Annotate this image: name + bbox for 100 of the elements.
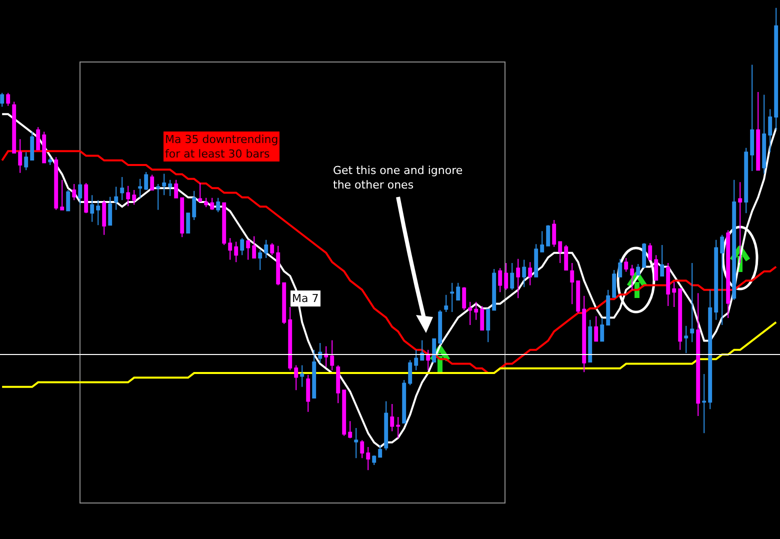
candlestick (192, 190, 196, 221)
candlestick (264, 239, 268, 258)
candlestick (282, 282, 286, 325)
candlestick (36, 126, 40, 150)
candlestick (450, 282, 454, 313)
candlestick (618, 258, 622, 278)
candlestick (6, 92, 10, 106)
candlestick (174, 179, 178, 198)
candlestick (366, 446, 370, 471)
candlestick (126, 185, 130, 207)
candlestick (204, 197, 208, 208)
candlestick (162, 173, 166, 196)
candlestick (426, 349, 430, 371)
candlestick (726, 230, 730, 319)
candlestick (336, 364, 340, 404)
candlestick (582, 295, 586, 373)
candlestick (750, 64, 754, 172)
candlestick (552, 220, 556, 248)
candlestick (198, 182, 202, 203)
candlestick (612, 269, 616, 298)
candlestick (642, 242, 646, 268)
candlestick (12, 101, 16, 154)
candlestick (756, 91, 760, 171)
candlestick (246, 239, 250, 260)
candlestick (606, 289, 610, 326)
candlestick (288, 306, 292, 371)
candlestick (732, 179, 736, 301)
candlestick (48, 156, 52, 166)
candlestick (708, 289, 712, 410)
candlestick (384, 400, 388, 451)
candlestick (762, 94, 766, 174)
candlestick (690, 262, 694, 343)
candlestick (696, 292, 700, 417)
candlestick (114, 186, 118, 210)
candlestick (420, 340, 424, 361)
candlestick (714, 239, 718, 320)
candlestick (438, 310, 442, 346)
annotation: Ma 35 downtrending for at least 30 bars (165, 133, 278, 160)
candlestick (138, 178, 142, 198)
candlestick (300, 364, 304, 388)
candlestick (0, 92, 4, 108)
candlestick (294, 364, 298, 391)
candlestick (102, 200, 106, 236)
candlestick (456, 282, 460, 301)
candlestick (498, 268, 502, 293)
candlestick (396, 416, 400, 439)
candlestick (72, 183, 76, 201)
candlestick (540, 230, 544, 252)
candlestick (252, 236, 256, 258)
candlestick (624, 257, 628, 272)
candlestick (648, 242, 652, 260)
candlestick (558, 241, 562, 264)
candlestick (654, 254, 658, 281)
candlestick (180, 197, 184, 238)
candlestick (534, 244, 538, 278)
candlestick (186, 212, 190, 234)
candlestick (168, 179, 172, 196)
candlestick (324, 346, 328, 368)
candlestick (378, 444, 382, 458)
candlestick (60, 179, 64, 210)
candlestick (24, 152, 28, 171)
candlestick (156, 183, 160, 210)
candlestick (120, 176, 124, 201)
candlestick (270, 242, 274, 256)
candlestick (96, 200, 100, 226)
candlestick (150, 174, 154, 190)
candlestick (360, 440, 364, 459)
candlestick (546, 224, 550, 246)
candlestick (594, 316, 598, 342)
candlestick (108, 196, 112, 226)
candlestick (78, 182, 82, 206)
candlestick (504, 262, 508, 290)
candlestick (18, 138, 22, 174)
candlestick (312, 349, 316, 399)
candlestick (744, 147, 748, 214)
candlestick (684, 325, 688, 354)
candlestick (258, 250, 262, 270)
candlestick (342, 390, 346, 436)
candlestick (84, 182, 88, 214)
candlestick (354, 428, 358, 459)
candlestick (468, 301, 472, 326)
candlestick (444, 294, 448, 313)
candlestick (318, 342, 322, 364)
candlestick (672, 281, 676, 308)
candlestick (516, 258, 520, 299)
candlestick (216, 197, 220, 213)
candlestick (678, 288, 682, 350)
candlestick (432, 338, 436, 362)
candlestick (492, 268, 496, 311)
candlestick (588, 319, 592, 362)
candlestick (510, 262, 514, 290)
candlestick (564, 244, 568, 270)
candlestick (522, 259, 526, 288)
candlestick (372, 454, 376, 466)
candlestick (702, 373, 706, 434)
candlestick (402, 379, 406, 424)
candlestick (306, 374, 310, 412)
candlestick (132, 189, 136, 206)
candlestick (660, 244, 664, 276)
candlestick (666, 262, 670, 307)
